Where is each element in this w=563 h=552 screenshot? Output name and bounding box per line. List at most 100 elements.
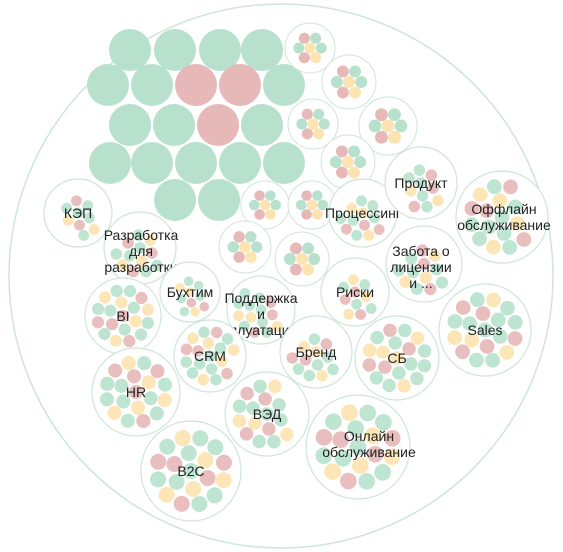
group-bubble-crm[interactable] bbox=[204, 350, 216, 362]
group-bubble-podderzhka[interactable] bbox=[245, 311, 257, 323]
group-bubble-razrabotka[interactable] bbox=[135, 255, 148, 267]
group-bubble-processing[interactable] bbox=[351, 229, 363, 241]
small-bubble[interactable] bbox=[310, 32, 322, 44]
group-bubble-processing[interactable] bbox=[347, 214, 359, 226]
group-bubble-kep[interactable] bbox=[72, 207, 84, 219]
group-bubble-offline[interactable] bbox=[464, 201, 480, 216]
small-bubble[interactable] bbox=[336, 86, 349, 99]
group-bubble-crm[interactable] bbox=[198, 326, 210, 339]
small-bubble[interactable] bbox=[375, 108, 388, 122]
group-bubble-razrabotka[interactable] bbox=[116, 259, 129, 271]
small-bubble[interactable] bbox=[302, 263, 315, 276]
group-bubble-hr[interactable] bbox=[137, 356, 152, 371]
small-bubble[interactable] bbox=[306, 199, 318, 211]
big-cluster-bubble[interactable] bbox=[154, 29, 196, 71]
group-bubble-podderzhka[interactable] bbox=[238, 320, 250, 332]
group-bubble-zabota[interactable] bbox=[435, 276, 449, 289]
group-bubble-offline[interactable] bbox=[464, 217, 480, 233]
group-bubble-buhtim[interactable] bbox=[199, 301, 210, 312]
small-bubble[interactable] bbox=[296, 118, 308, 130]
group-bubble-sales[interactable] bbox=[485, 352, 501, 368]
big-cluster-bubble[interactable] bbox=[263, 142, 305, 184]
group-bubble-hr[interactable] bbox=[136, 413, 151, 429]
group-bubble-hr[interactable] bbox=[128, 384, 144, 400]
group-bubble-crm[interactable] bbox=[187, 332, 199, 345]
group-bubble-sales[interactable] bbox=[464, 332, 480, 348]
group-bubble-podderzhka[interactable] bbox=[244, 299, 256, 311]
group-bubble-produkt[interactable] bbox=[413, 164, 426, 176]
group-bubble-bi[interactable] bbox=[135, 291, 148, 305]
big-cluster-bubble[interactable] bbox=[109, 29, 151, 71]
group-bubble-hr[interactable] bbox=[121, 355, 136, 371]
group-bubble-bi[interactable] bbox=[141, 303, 155, 316]
small-bubble[interactable] bbox=[335, 166, 348, 179]
group-bubble-sb[interactable] bbox=[398, 323, 412, 338]
group-bubble-ved[interactable] bbox=[232, 399, 247, 413]
group-bubble-offline[interactable] bbox=[509, 216, 525, 231]
group-bubble-podderzhka[interactable] bbox=[233, 310, 245, 322]
group-bubble-bi[interactable] bbox=[109, 334, 123, 347]
small-bubble[interactable] bbox=[394, 119, 408, 133]
group-bubble-sb[interactable] bbox=[397, 378, 411, 393]
small-bubble[interactable] bbox=[381, 119, 395, 133]
big-cluster-bubble[interactable] bbox=[87, 64, 129, 106]
small-bubble[interactable] bbox=[368, 119, 382, 133]
group-bubble-sales[interactable] bbox=[507, 331, 523, 346]
group-bubble-buhtim[interactable] bbox=[186, 297, 197, 308]
group-bubble-ved[interactable] bbox=[240, 386, 254, 401]
small-bubble[interactable] bbox=[298, 32, 310, 44]
group-bubble-riski[interactable] bbox=[351, 298, 362, 310]
group-bubble-hr[interactable] bbox=[130, 400, 145, 415]
small-bubble[interactable] bbox=[375, 130, 388, 144]
group-bubble-riski[interactable] bbox=[338, 281, 350, 293]
group-bubble-zabota[interactable] bbox=[416, 244, 429, 257]
group-bubble-brend[interactable] bbox=[316, 369, 328, 382]
group-bubble-zabota[interactable] bbox=[424, 282, 437, 296]
group-bubble-offline[interactable] bbox=[503, 179, 518, 195]
group-bubble-sb[interactable] bbox=[382, 378, 396, 393]
small-bubble[interactable] bbox=[343, 76, 355, 88]
small-bubble[interactable] bbox=[310, 52, 322, 64]
group-bubble-riski[interactable] bbox=[348, 274, 359, 286]
group-bubble-sales[interactable] bbox=[462, 316, 478, 331]
group-bubble-sb[interactable] bbox=[410, 371, 424, 386]
group-bubble-b2c[interactable] bbox=[158, 486, 175, 503]
group-bubble-offline[interactable] bbox=[472, 231, 487, 247]
group-bubble-hr[interactable] bbox=[141, 375, 156, 390]
small-bubble[interactable] bbox=[283, 253, 296, 265]
group-bubble-processing[interactable] bbox=[357, 207, 369, 219]
small-bubble[interactable] bbox=[354, 156, 367, 168]
group-bubble-buhtim[interactable] bbox=[195, 291, 205, 302]
group-bubble-kep[interactable] bbox=[78, 229, 90, 241]
big-cluster-bubble[interactable] bbox=[154, 179, 196, 221]
group-bubble-bi[interactable] bbox=[118, 323, 131, 336]
group-bubble-online[interactable] bbox=[374, 464, 391, 481]
group-bubble-sales[interactable] bbox=[455, 344, 470, 360]
big-cluster-bubble[interactable] bbox=[175, 142, 217, 184]
group-bubble-sales[interactable] bbox=[479, 339, 495, 354]
group-bubble-crm[interactable] bbox=[186, 367, 199, 379]
group-bubble-b2c[interactable] bbox=[199, 470, 216, 487]
small-bubble[interactable] bbox=[301, 128, 313, 140]
group-bubble-sb[interactable] bbox=[370, 330, 384, 345]
small-bubble[interactable] bbox=[312, 190, 323, 201]
small-bubble[interactable] bbox=[330, 76, 343, 88]
small-bubble[interactable] bbox=[250, 241, 263, 253]
big-cluster-bubble[interactable] bbox=[109, 104, 151, 146]
group-bubble-kep[interactable] bbox=[74, 219, 85, 231]
small-bubble[interactable] bbox=[307, 118, 319, 130]
group-bubble-online[interactable] bbox=[332, 431, 350, 449]
small-bubble[interactable] bbox=[308, 253, 321, 265]
group-bubble-ved[interactable] bbox=[246, 401, 260, 415]
group-bubble-sb[interactable] bbox=[417, 344, 432, 358]
group-bubble-b2c[interactable] bbox=[183, 463, 199, 479]
group-bubble-podderzhka[interactable] bbox=[254, 292, 265, 304]
small-bubble[interactable] bbox=[312, 209, 323, 220]
group-bubble-processing[interactable] bbox=[373, 224, 385, 236]
group-bubble-crm[interactable] bbox=[192, 345, 204, 357]
group-bubble-sales[interactable] bbox=[469, 352, 484, 368]
group-bubble-sales[interactable] bbox=[499, 345, 515, 360]
group-bubble-online[interactable] bbox=[351, 457, 369, 474]
small-bubble[interactable] bbox=[265, 190, 276, 201]
group-bubble-razrabotka[interactable] bbox=[132, 229, 145, 241]
